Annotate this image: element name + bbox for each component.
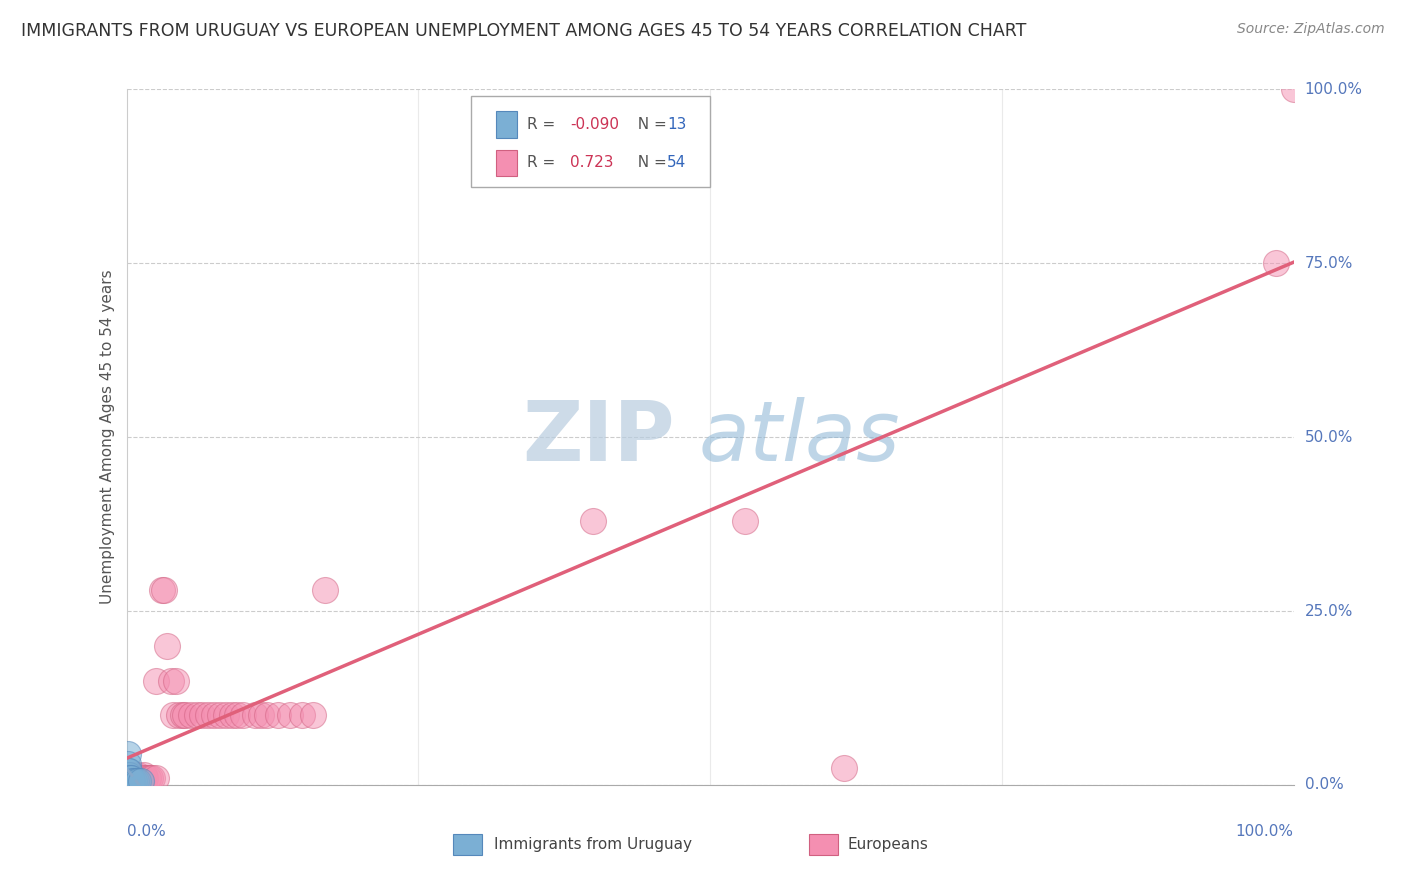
Text: 54: 54 <box>666 155 686 170</box>
Point <box>127 774 149 789</box>
Point <box>134 771 156 785</box>
Point <box>174 708 197 723</box>
Point <box>226 708 249 723</box>
Point <box>160 673 183 688</box>
Text: N =: N = <box>628 117 672 132</box>
Text: 0.723: 0.723 <box>569 155 613 170</box>
Point <box>118 771 141 785</box>
Text: 0.0%: 0.0% <box>1305 778 1343 792</box>
Point <box>117 771 139 785</box>
Point <box>128 771 150 785</box>
Point <box>120 771 142 785</box>
Point <box>132 767 155 781</box>
Point <box>150 583 173 598</box>
Point <box>120 771 142 785</box>
Point <box>302 708 325 723</box>
Point <box>186 708 208 723</box>
Point <box>314 583 336 598</box>
Point <box>127 767 149 781</box>
Bar <box>496 112 517 137</box>
Point <box>118 771 141 785</box>
Point <box>125 771 148 785</box>
Bar <box>453 834 482 855</box>
Text: 13: 13 <box>666 117 686 132</box>
Text: atlas: atlas <box>699 397 900 477</box>
Point <box>122 774 145 789</box>
Point <box>582 514 605 528</box>
Point <box>278 708 301 723</box>
Text: N =: N = <box>628 155 672 170</box>
Point <box>290 708 312 723</box>
Point <box>121 771 143 785</box>
Point <box>232 708 254 723</box>
Text: Source: ZipAtlas.com: Source: ZipAtlas.com <box>1237 22 1385 37</box>
Text: IMMIGRANTS FROM URUGUAY VS EUROPEAN UNEMPLOYMENT AMONG AGES 45 TO 54 YEARS CORRE: IMMIGRANTS FROM URUGUAY VS EUROPEAN UNEM… <box>21 22 1026 40</box>
Point <box>1265 256 1288 270</box>
Point <box>117 747 139 761</box>
Text: Europeans: Europeans <box>848 837 928 852</box>
Point <box>118 764 141 778</box>
Bar <box>496 150 517 176</box>
Text: Immigrants from Uruguay: Immigrants from Uruguay <box>494 837 692 852</box>
Point <box>125 774 148 789</box>
Point <box>162 708 184 723</box>
Text: 100.0%: 100.0% <box>1305 82 1362 96</box>
Point <box>129 771 152 785</box>
Point <box>129 774 152 789</box>
Point <box>165 673 187 688</box>
Point <box>153 583 176 598</box>
Point <box>121 767 143 781</box>
Text: R =: R = <box>527 155 560 170</box>
Point <box>132 771 155 785</box>
Point <box>191 708 214 723</box>
Point <box>121 774 143 789</box>
Point <box>118 771 141 785</box>
Point <box>118 767 141 781</box>
Point <box>145 673 167 688</box>
Point <box>139 771 162 785</box>
Point <box>243 708 266 723</box>
Point <box>131 771 153 785</box>
Text: 75.0%: 75.0% <box>1305 256 1353 270</box>
Point <box>145 771 167 785</box>
Point <box>249 708 271 723</box>
Text: R =: R = <box>527 117 560 132</box>
Point <box>180 708 202 723</box>
Point <box>117 757 139 772</box>
Point <box>141 771 163 785</box>
Point <box>734 514 756 528</box>
Point <box>156 639 179 653</box>
Point <box>197 708 219 723</box>
Point <box>267 708 290 723</box>
Text: -0.090: -0.090 <box>569 117 619 132</box>
Text: 0.0%: 0.0% <box>127 824 166 838</box>
Point <box>136 771 159 785</box>
Point <box>167 708 190 723</box>
FancyBboxPatch shape <box>471 96 710 186</box>
Point <box>122 771 145 785</box>
Point <box>215 708 238 723</box>
Point <box>221 708 243 723</box>
Point <box>1282 82 1305 96</box>
Point <box>208 708 231 723</box>
Point <box>832 760 855 774</box>
Point <box>117 764 139 778</box>
Point <box>256 708 278 723</box>
Point <box>124 767 146 781</box>
Point <box>118 771 141 785</box>
Text: ZIP: ZIP <box>523 397 675 477</box>
Point <box>172 708 194 723</box>
Point <box>202 708 225 723</box>
Bar <box>810 834 838 855</box>
Text: 100.0%: 100.0% <box>1236 824 1294 838</box>
Text: 25.0%: 25.0% <box>1305 604 1353 618</box>
Point <box>125 771 148 785</box>
Text: 50.0%: 50.0% <box>1305 430 1353 444</box>
Y-axis label: Unemployment Among Ages 45 to 54 years: Unemployment Among Ages 45 to 54 years <box>100 269 115 605</box>
